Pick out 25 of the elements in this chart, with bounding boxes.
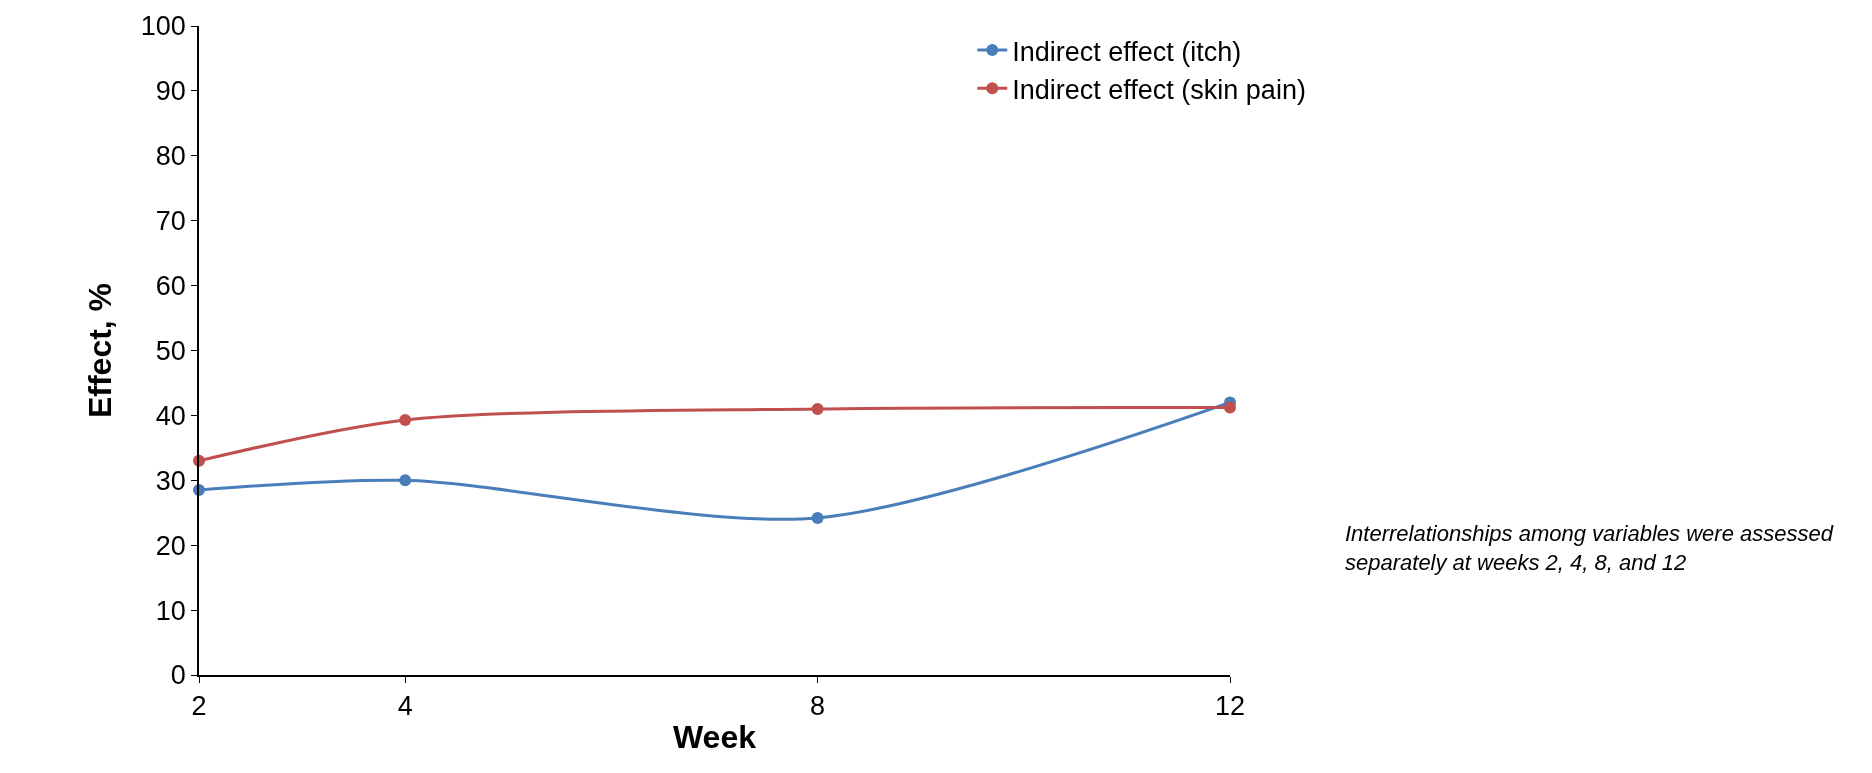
point: [399, 413, 412, 426]
legend-label: Indirect effect (skin pain): [1012, 74, 1306, 105]
y-tick-label: 40: [155, 400, 186, 431]
legend-label: Indirect effect (itch): [1012, 36, 1242, 67]
y-tick-label: 60: [155, 271, 186, 302]
x-tick-label: 4: [397, 691, 413, 722]
x-tick-label: 12: [1214, 691, 1246, 722]
y-axis-title: Effect, %: [81, 282, 118, 419]
y-tick-label: 20: [155, 530, 186, 561]
point: [399, 474, 412, 487]
point: [1224, 401, 1236, 414]
text: Interrelationships among variables were assessed separately at weeks 2, 4, 8, and 12: [1345, 521, 1834, 575]
point: [811, 402, 824, 415]
y-tick-label: 0: [170, 660, 186, 691]
x-tick-label: 2: [191, 691, 207, 722]
x-axis-title: Week: [672, 718, 757, 755]
y-tick-label: 50: [155, 335, 186, 366]
y-tick-label: 100: [140, 11, 186, 42]
point: [811, 511, 824, 524]
y-tick-label: 70: [155, 206, 186, 237]
y-tick-label: 80: [155, 141, 186, 172]
y-tick-label: 30: [155, 465, 186, 496]
y-tick-label: 90: [155, 76, 186, 107]
x-tick-label: 8: [810, 691, 826, 722]
y-tick-label: 10: [155, 595, 186, 626]
